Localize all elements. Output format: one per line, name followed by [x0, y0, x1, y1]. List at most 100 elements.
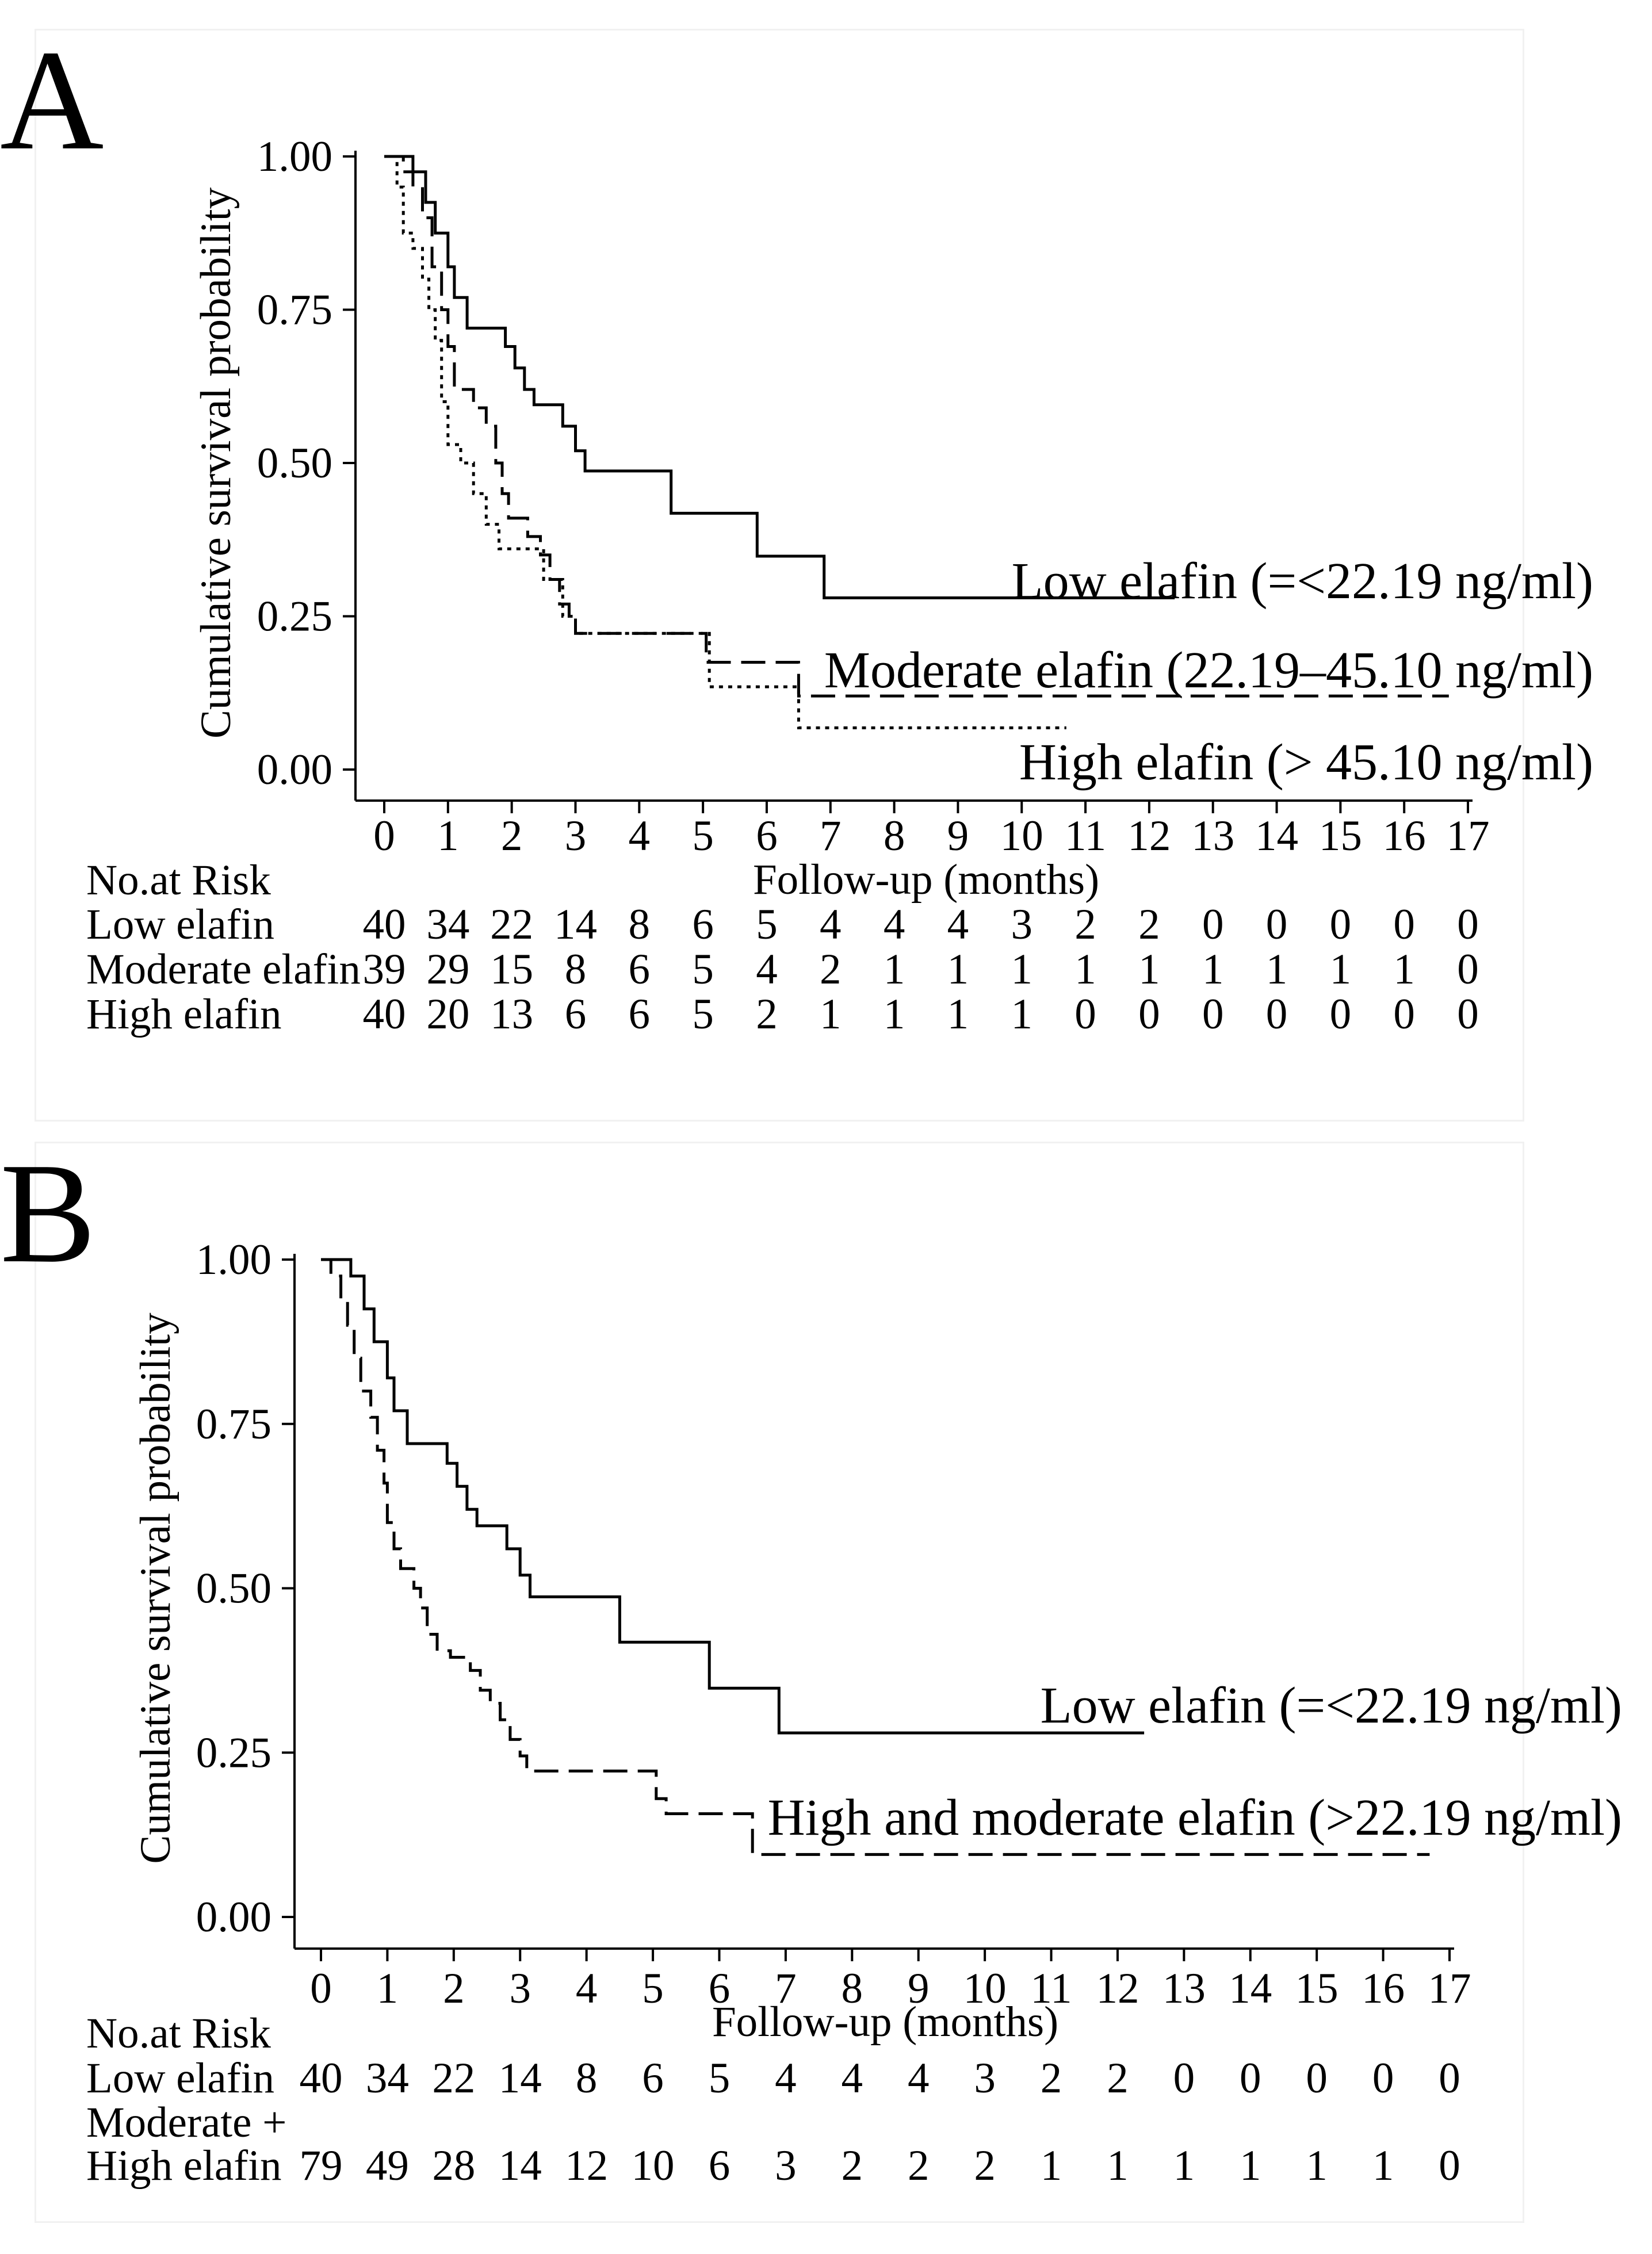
risk-row-label: Moderate elafin: [86, 946, 361, 993]
risk-count: 1: [947, 946, 969, 993]
risk-count: 3: [974, 2054, 996, 2102]
risk-count: 2: [1107, 2054, 1129, 2102]
y-axis-label: Cumulative survival probability: [132, 1312, 179, 1864]
x-tick-label: 12: [1127, 812, 1171, 860]
x-axis-label: Follow-up (months): [712, 1998, 1058, 2046]
y-tick-label: 0.25: [257, 593, 332, 641]
risk-count: 0: [1372, 2054, 1394, 2102]
x-tick-label: 9: [947, 812, 969, 860]
risk-count: 1: [820, 990, 842, 1038]
risk-count: 2: [1074, 901, 1096, 948]
x-tick-label: 4: [629, 812, 651, 860]
risk-row-label: High elafin: [86, 990, 281, 1038]
survival-curve-solid: [384, 155, 1175, 599]
risk-count: 2: [820, 946, 842, 993]
risk-count: 6: [629, 946, 651, 993]
y-tick-label: 0.75: [257, 286, 332, 334]
x-tick-label: 10: [1000, 812, 1043, 860]
risk-row-label: Moderate +: [86, 2099, 286, 2146]
x-tick-label: 13: [1162, 1965, 1206, 2012]
x-tick-label: 17: [1428, 1965, 1471, 2012]
x-tick-label: 16: [1362, 1965, 1405, 2012]
series-label-solid: Low elafin (=<22.19 ng/ml): [1041, 1677, 1622, 1734]
risk-table-heading: No.at Risk: [86, 2010, 271, 2057]
risk-count: 40: [363, 990, 406, 1038]
survival-chart-a: 0.000.250.500.751.000 1 2 3 4 5 6 7 8 9 10 11 12 13 14…: [86, 133, 1593, 1038]
risk-count: 15: [490, 946, 533, 993]
risk-count: 39: [363, 946, 406, 993]
x-axis-label: Follow-up (months): [753, 856, 1099, 904]
risk-count: 0: [1306, 2054, 1328, 2102]
y-tick-label: 0.50: [257, 439, 332, 487]
x-tick-label: 11: [1065, 812, 1106, 860]
x-tick-label: 3: [565, 812, 587, 860]
risk-count: 22: [432, 2054, 475, 2102]
risk-count: 4: [775, 2054, 797, 2102]
risk-count: 22: [490, 901, 533, 948]
risk-count: 79: [300, 2142, 343, 2190]
risk-count: 0: [1393, 990, 1415, 1038]
risk-count: 8: [565, 946, 587, 993]
x-tick-label: 5: [692, 812, 714, 860]
series-label-dashed: High and moderate elafin (>22.19 ng/ml): [768, 1789, 1622, 1846]
x-tick-label: 2: [501, 812, 523, 860]
risk-count: 1: [1202, 946, 1224, 993]
survival-curve-solid: [321, 1258, 1145, 1735]
x-tick-label: 2: [443, 1965, 465, 2012]
risk-count: 1: [1393, 946, 1415, 993]
risk-count: 40: [363, 901, 406, 948]
series-label-dashed: Moderate elafin (22.19–45.10 ng/ml): [824, 642, 1593, 699]
y-tick-label: 0.00: [196, 1893, 271, 1941]
risk-count: 3: [775, 2142, 797, 2190]
risk-count: 0: [1266, 901, 1288, 948]
x-tick-label: 6: [709, 1965, 731, 2012]
risk-count: 1: [1011, 946, 1032, 993]
risk-row-label: Low elafin: [86, 2054, 274, 2102]
panel-a: [35, 29, 1524, 1122]
risk-count: 0: [1330, 901, 1352, 948]
x-tick-label: 9: [908, 1965, 930, 2012]
x-tick-label: 7: [775, 1965, 797, 2012]
risk-row-label: High elafin: [86, 2142, 281, 2190]
risk-count: 40: [300, 2054, 343, 2102]
risk-count: 6: [642, 2054, 664, 2102]
x-tick-label: 4: [576, 1965, 598, 2012]
x-tick-label: 15: [1319, 812, 1362, 860]
x-tick-label: 13: [1191, 812, 1234, 860]
x-tick-label: 5: [642, 1965, 664, 2012]
x-tick-label: 1: [377, 1965, 399, 2012]
risk-count: 4: [756, 946, 778, 993]
risk-count: 5: [692, 990, 714, 1038]
risk-count: 1: [884, 990, 905, 1038]
series-label-solid: Low elafin (=<22.19 ng/ml): [1012, 553, 1593, 610]
risk-count: 2: [974, 2142, 996, 2190]
survival-curve-dotted: [384, 155, 1066, 729]
x-tick-label: 8: [842, 1965, 863, 2012]
x-tick-label: 12: [1096, 1965, 1139, 2012]
risk-count: 6: [565, 990, 587, 1038]
risk-count: 12: [565, 2142, 608, 2190]
risk-count: 0: [1457, 901, 1479, 948]
risk-count: 0: [1202, 901, 1224, 948]
risk-count: 3: [1011, 901, 1032, 948]
risk-count: 1: [884, 946, 905, 993]
risk-count: 2: [1041, 2054, 1062, 2102]
risk-count: 0: [1074, 990, 1096, 1038]
risk-count: 0: [1330, 990, 1352, 1038]
x-tick-label: 3: [509, 1965, 531, 2012]
x-tick-label: 15: [1295, 1965, 1339, 2012]
risk-count: 5: [692, 946, 714, 993]
risk-count: 4: [908, 2054, 930, 2102]
risk-count: 10: [632, 2142, 675, 2190]
series-label-dotted: High elafin (> 45.10 ng/ml): [1019, 734, 1593, 791]
risk-count: 2: [908, 2142, 930, 2190]
risk-count: 1: [1240, 2142, 1261, 2190]
risk-row-label: Low elafin: [86, 901, 274, 948]
risk-count: 6: [692, 901, 714, 948]
risk-count: 1: [1041, 2142, 1062, 2190]
risk-count: 4: [842, 2054, 863, 2102]
risk-count: 0: [1393, 901, 1415, 948]
x-tick-label: 11: [1030, 1965, 1072, 2012]
risk-count: 1: [1266, 946, 1288, 993]
